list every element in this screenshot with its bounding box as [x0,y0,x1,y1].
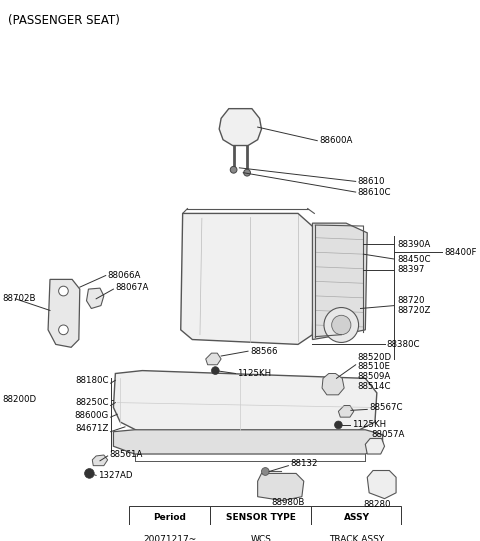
Text: 88720: 88720 [397,296,424,305]
Circle shape [262,467,269,476]
Text: 88610: 88610 [358,177,385,186]
Polygon shape [48,279,80,347]
Text: TRACK ASSY: TRACK ASSY [329,535,384,541]
Text: 88450C: 88450C [397,254,431,263]
Circle shape [244,169,251,176]
Bar [312,529,401,541]
Text: 88180C: 88180C [75,376,108,385]
Text: 88057A: 88057A [371,430,405,439]
Circle shape [84,469,94,478]
Text: 88250C: 88250C [75,398,108,407]
Text: 88600G: 88600G [74,411,108,420]
Text: 88510E: 88510E [358,362,391,371]
Polygon shape [365,439,384,454]
Text: 88720Z: 88720Z [397,306,431,315]
Text: 1125KH: 1125KH [238,369,272,378]
Text: 88380C: 88380C [386,340,420,349]
Bar [210,506,312,529]
Polygon shape [206,353,221,365]
Bar [129,529,210,541]
Circle shape [332,315,351,335]
Text: (PASSENGER SEAT): (PASSENGER SEAT) [8,14,120,27]
Circle shape [212,367,219,374]
Text: 88390A: 88390A [397,240,430,249]
Text: 88509A: 88509A [358,372,391,381]
Text: 88702B: 88702B [2,294,36,304]
Text: 20071217~: 20071217~ [143,535,196,541]
Circle shape [324,307,359,342]
Text: ASSY: ASSY [344,513,370,522]
Text: 88200D: 88200D [2,395,36,404]
Polygon shape [219,109,262,146]
Text: 84671Z: 84671Z [75,424,108,433]
Circle shape [335,421,342,429]
Circle shape [59,286,68,296]
Polygon shape [338,406,354,417]
Bar [210,529,312,541]
Text: 88066A: 88066A [108,271,141,280]
Polygon shape [113,430,383,454]
Text: 88514C: 88514C [358,381,391,391]
Text: 88397: 88397 [397,265,424,274]
Polygon shape [367,471,396,499]
Circle shape [59,325,68,335]
Text: 1125KH: 1125KH [352,420,386,430]
Text: 88561A: 88561A [109,450,143,459]
Text: 88067A: 88067A [115,282,149,292]
Text: 88567C: 88567C [369,403,403,412]
Text: 88566: 88566 [250,347,277,355]
Text: Period: Period [153,513,186,522]
Text: SENSOR TYPE: SENSOR TYPE [226,513,296,522]
Polygon shape [322,373,344,395]
Text: 88520D: 88520D [358,353,392,361]
Bar [312,506,401,529]
Polygon shape [113,371,377,432]
Text: 1327AD: 1327AD [98,471,132,480]
Text: 88400F: 88400F [444,248,477,257]
Bar [129,506,210,529]
Text: WCS: WCS [250,535,271,541]
Polygon shape [86,288,104,308]
Text: 88980B: 88980B [271,498,304,507]
Polygon shape [92,455,108,466]
Polygon shape [312,223,367,340]
Text: 88280: 88280 [363,500,391,509]
Polygon shape [258,473,304,500]
Polygon shape [181,214,314,345]
Text: 88600A: 88600A [319,136,352,145]
Circle shape [230,167,237,173]
Text: 88610C: 88610C [358,188,391,196]
Text: 88132: 88132 [290,459,318,468]
